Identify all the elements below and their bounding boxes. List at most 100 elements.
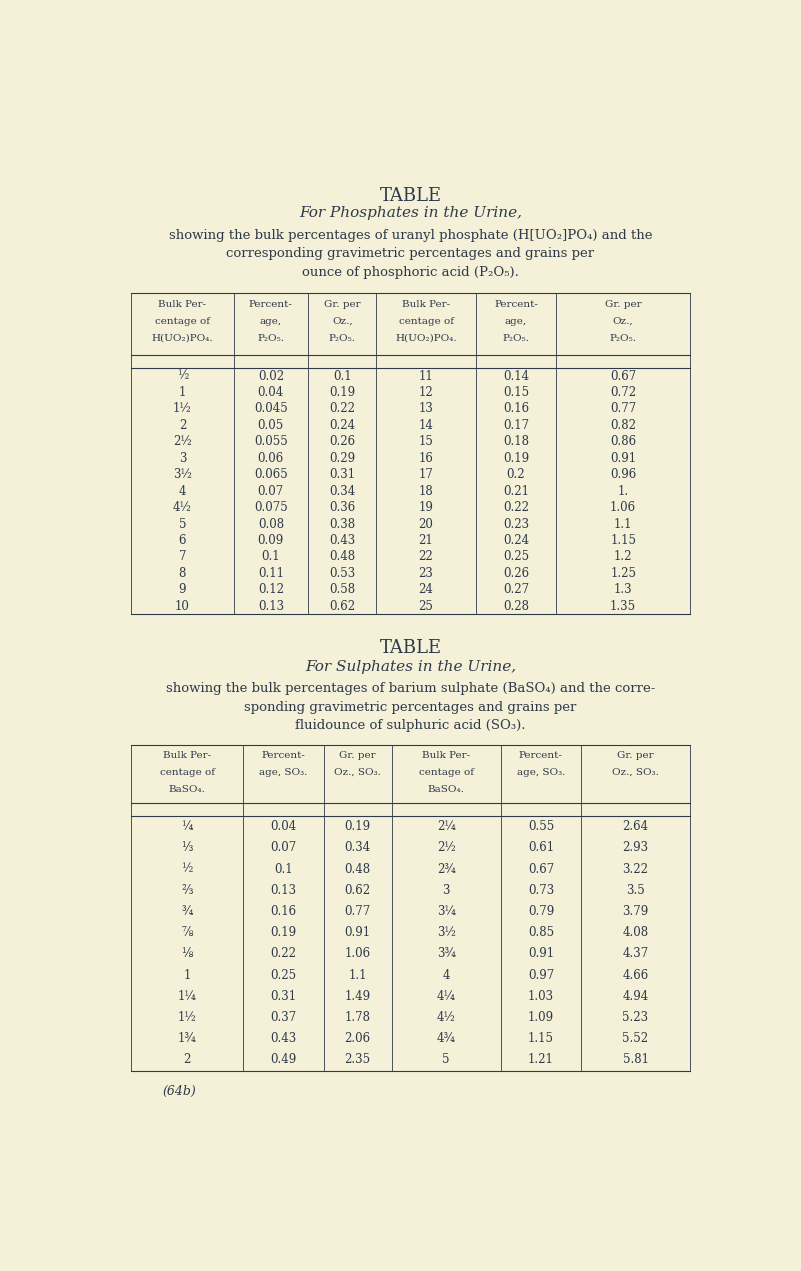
Text: 2½: 2½ — [173, 435, 191, 449]
Text: centage of: centage of — [419, 768, 473, 777]
Text: corresponding gravimetric percentages and grains per: corresponding gravimetric percentages an… — [227, 248, 594, 261]
Text: 1¼: 1¼ — [178, 990, 196, 1003]
Text: 0.48: 0.48 — [344, 863, 371, 876]
Text: ¼: ¼ — [181, 820, 193, 834]
Text: BaSO₄.: BaSO₄. — [168, 784, 206, 794]
Text: 3.22: 3.22 — [622, 863, 649, 876]
Text: 0.67: 0.67 — [528, 863, 554, 876]
Text: 1.06: 1.06 — [610, 501, 636, 513]
Text: 0.31: 0.31 — [270, 990, 296, 1003]
Text: Oz.,: Oz., — [613, 316, 634, 325]
Text: 17: 17 — [419, 468, 433, 482]
Text: 14: 14 — [419, 419, 433, 432]
Text: 16: 16 — [419, 451, 433, 465]
Text: For Sulphates in the Urine,: For Sulphates in the Urine, — [305, 661, 516, 675]
Text: 2: 2 — [179, 419, 186, 432]
Text: 0.19: 0.19 — [270, 927, 296, 939]
Text: 0.21: 0.21 — [503, 484, 529, 498]
Text: 0.77: 0.77 — [344, 905, 371, 918]
Text: 22: 22 — [419, 550, 433, 563]
Text: 4½: 4½ — [437, 1010, 456, 1024]
Text: 19: 19 — [419, 501, 433, 513]
Text: centage of: centage of — [159, 768, 215, 777]
Text: 3.79: 3.79 — [622, 905, 649, 918]
Text: 1.21: 1.21 — [528, 1054, 553, 1066]
Text: 0.16: 0.16 — [503, 403, 529, 416]
Text: fluidounce of sulphuric acid (SO₃).: fluidounce of sulphuric acid (SO₃). — [296, 719, 525, 732]
Text: 13: 13 — [419, 403, 433, 416]
Text: 0.67: 0.67 — [610, 370, 636, 383]
Text: 0.14: 0.14 — [503, 370, 529, 383]
Text: 0.17: 0.17 — [503, 419, 529, 432]
Text: 2½: 2½ — [437, 841, 456, 854]
Text: 6: 6 — [179, 534, 186, 547]
Text: 0.02: 0.02 — [258, 370, 284, 383]
Text: 3¾: 3¾ — [437, 947, 456, 961]
Text: 1.1: 1.1 — [348, 969, 367, 981]
Text: ¾: ¾ — [181, 905, 193, 918]
Text: 3¼: 3¼ — [437, 905, 456, 918]
Text: ⅔: ⅔ — [181, 883, 193, 897]
Text: ⅞: ⅞ — [181, 927, 193, 939]
Text: 0.27: 0.27 — [503, 583, 529, 596]
Text: 0.58: 0.58 — [329, 583, 356, 596]
Text: Gr. per: Gr. per — [324, 300, 360, 309]
Text: 0.82: 0.82 — [610, 419, 636, 432]
Text: TABLE: TABLE — [380, 187, 441, 205]
Text: 8: 8 — [179, 567, 186, 580]
Text: 9: 9 — [179, 583, 186, 596]
Text: 1: 1 — [183, 969, 191, 981]
Text: 3: 3 — [442, 883, 450, 897]
Text: 4½: 4½ — [173, 501, 191, 513]
Text: 0.12: 0.12 — [258, 583, 284, 596]
Text: 4.08: 4.08 — [622, 927, 649, 939]
Text: 0.04: 0.04 — [270, 820, 296, 834]
Text: 0.04: 0.04 — [258, 386, 284, 399]
Text: 15: 15 — [419, 435, 433, 449]
Text: Bulk Per-: Bulk Per- — [159, 300, 207, 309]
Text: 0.075: 0.075 — [254, 501, 288, 513]
Text: 18: 18 — [419, 484, 433, 498]
Text: 0.62: 0.62 — [344, 883, 371, 897]
Text: Oz.,: Oz., — [332, 316, 352, 325]
Text: 4.66: 4.66 — [622, 969, 649, 981]
Text: (64b): (64b) — [162, 1085, 196, 1098]
Text: P₂O₅.: P₂O₅. — [610, 333, 637, 343]
Text: 0.24: 0.24 — [503, 534, 529, 547]
Text: 0.38: 0.38 — [329, 517, 356, 530]
Text: Bulk Per-: Bulk Per- — [163, 751, 211, 760]
Text: 1.3: 1.3 — [614, 583, 633, 596]
Text: 5: 5 — [442, 1054, 450, 1066]
Text: age,: age, — [505, 316, 527, 325]
Text: 2.64: 2.64 — [622, 820, 649, 834]
Text: Oz., SO₃.: Oz., SO₃. — [334, 768, 381, 777]
Text: 4¼: 4¼ — [437, 990, 456, 1003]
Text: 0.26: 0.26 — [503, 567, 529, 580]
Text: 0.065: 0.065 — [254, 468, 288, 482]
Text: TABLE: TABLE — [380, 639, 441, 657]
Text: 4: 4 — [442, 969, 450, 981]
Text: 1½: 1½ — [178, 1010, 196, 1024]
Text: 0.53: 0.53 — [329, 567, 356, 580]
Text: 0.31: 0.31 — [329, 468, 356, 482]
Text: 1: 1 — [179, 386, 186, 399]
Text: 2¾: 2¾ — [437, 863, 456, 876]
Text: 0.16: 0.16 — [270, 905, 296, 918]
Text: 0.96: 0.96 — [610, 468, 636, 482]
Text: Bulk Per-: Bulk Per- — [402, 300, 450, 309]
Text: 0.73: 0.73 — [528, 883, 554, 897]
Text: 0.15: 0.15 — [503, 386, 529, 399]
Text: 5.52: 5.52 — [622, 1032, 649, 1045]
Text: 0.22: 0.22 — [270, 947, 296, 961]
Text: 0.24: 0.24 — [329, 419, 356, 432]
Text: 0.72: 0.72 — [610, 386, 636, 399]
Text: 0.19: 0.19 — [503, 451, 529, 465]
Text: 25: 25 — [419, 600, 433, 613]
Text: showing the bulk percentages of barium sulphate (BaSO₄) and the corre-: showing the bulk percentages of barium s… — [166, 683, 655, 695]
Text: Gr. per: Gr. per — [618, 751, 654, 760]
Text: 0.86: 0.86 — [610, 435, 636, 449]
Text: 4: 4 — [179, 484, 186, 498]
Text: 1.78: 1.78 — [344, 1010, 371, 1024]
Text: Gr. per: Gr. per — [340, 751, 376, 760]
Text: 3½: 3½ — [173, 468, 191, 482]
